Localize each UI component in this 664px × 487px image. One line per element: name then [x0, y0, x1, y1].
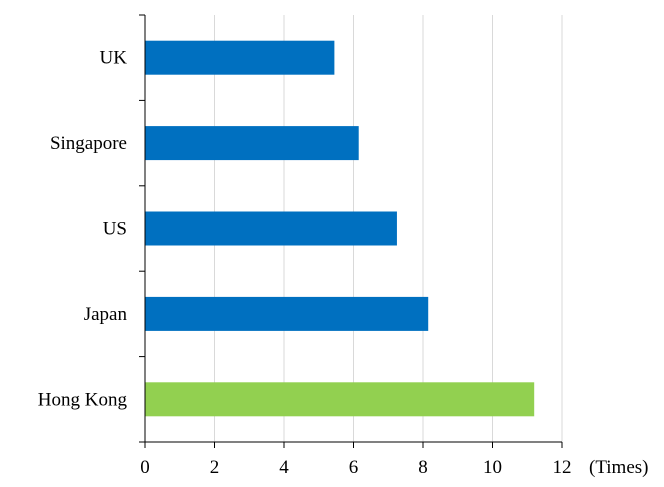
x-tick-labels: 0 2 4 6 8 10 12: [140, 457, 571, 478]
category-label: UK: [100, 48, 128, 69]
x-tick-label: 2: [210, 457, 220, 478]
category-label: US: [103, 219, 127, 240]
category-label: Hong Kong: [38, 389, 128, 410]
x-tick-label: 10: [483, 457, 502, 478]
x-tick-label: 6: [349, 457, 359, 478]
category-label: Japan: [84, 304, 128, 325]
bar-uk: [145, 40, 335, 75]
bar-us: [145, 211, 397, 246]
x-tick-label: 0: [140, 457, 150, 478]
bar-singapore: [145, 126, 359, 161]
category-labels: UK Singapore US Japan Hong Kong: [38, 48, 128, 411]
bar-japan: [145, 296, 429, 331]
x-axis-unit-label: (Times): [589, 457, 648, 478]
x-tick-label: 8: [418, 457, 428, 478]
x-tick-label: 12: [553, 457, 572, 478]
category-label: Singapore: [50, 133, 127, 154]
x-tick-label: 4: [279, 457, 289, 478]
bars: [145, 40, 535, 417]
bar-hong-kong: [145, 382, 535, 417]
axes: [139, 14, 563, 448]
